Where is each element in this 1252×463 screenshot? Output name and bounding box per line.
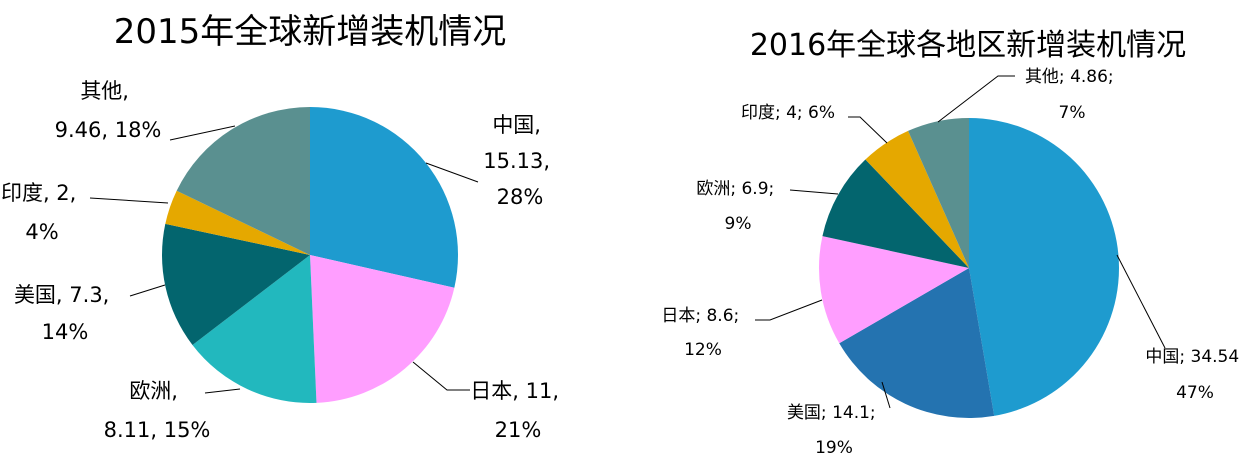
pie-slices [818, 118, 1120, 419]
slice-label-line: 美国, 7.3, [14, 283, 109, 307]
slice-label: 中国; 34.54 47% [1145, 347, 1244, 403]
leader-line [755, 299, 823, 321]
leader-line [1116, 254, 1166, 349]
slice-labels: 中国, 15.13, 28% 日本, 11, 21% 欧洲, 8.11, 15%… [1, 79, 565, 442]
pie-slice [969, 118, 1120, 416]
slice-label-line: 欧洲, [129, 379, 178, 403]
slice-label-line: 印度; 4; 6% [741, 103, 835, 123]
pie-chart-2016: 2016年全球各地区新增装机情况 中国; 34.54 47% 美国; 14.1;… [661, 28, 1244, 458]
pie-slice [310, 107, 458, 288]
pie-slice [165, 190, 310, 255]
slice-label-line: 19% [815, 438, 853, 458]
pie-slice [310, 255, 455, 403]
slice-label-line: 中国, [492, 113, 541, 137]
slice-label-line: 日本, 11, [470, 379, 559, 403]
pie-slice [839, 268, 995, 419]
leader-line [789, 189, 839, 195]
pie-slice [176, 107, 310, 255]
slice-label-line: 欧洲; 6.9; [696, 179, 774, 199]
slice-label-line: 中国; 34.54 [1145, 347, 1239, 367]
leader-line [204, 388, 241, 394]
slice-label: 日本, 11, 21% [470, 379, 565, 442]
pie-slice [865, 130, 969, 268]
slice-label-line: 其他, [80, 79, 129, 103]
leader-line [881, 381, 891, 409]
pie-slice [818, 236, 969, 344]
pie-slice [822, 159, 969, 268]
pie-slice [162, 223, 310, 345]
slice-label: 印度, 2, 4% [1, 181, 83, 244]
leader-line [129, 284, 166, 297]
leader-line [169, 125, 236, 141]
slice-label-line: 21% [495, 418, 542, 442]
leader-lines [89, 125, 479, 394]
slice-label: 印度; 4; 6% [741, 103, 835, 123]
slice-label-line: 8.11, 15% [104, 418, 211, 442]
slice-label-line: 9% [725, 214, 752, 234]
pie-chart-2015: 2015年全球新增装机情况 中国, 15.13, 28% 日本, 11, 21%… [1, 12, 565, 442]
slice-label-line: 日本; 8.6; [661, 306, 739, 326]
slice-label-line: 7% [1059, 103, 1086, 123]
chart-title: 2016年全球各地区新增装机情况 [750, 28, 1186, 63]
slice-label-line: 4% [25, 220, 58, 244]
slice-label: 其他; 4.86; 7% [1025, 67, 1119, 123]
slice-labels: 中国; 34.54 47% 美国; 14.1; 19% 日本; 8.6; 12%… [661, 67, 1244, 458]
leader-lines [755, 75, 1166, 409]
slice-label-line: 28% [497, 185, 544, 209]
slice-label-line: 14% [42, 320, 89, 344]
leader-line [937, 75, 1015, 123]
slice-label-line: 其他; 4.86; [1025, 67, 1114, 87]
slice-label: 欧洲, 8.11, 15% [104, 379, 211, 442]
slice-label: 中国, 15.13, 28% [483, 113, 556, 209]
slice-label-line: 印度, 2, [1, 181, 76, 205]
slice-label-line: 12% [684, 340, 722, 360]
slice-label-line: 15.13, [483, 149, 550, 173]
slice-label-line: 47% [1176, 383, 1214, 403]
pie-slices [162, 107, 458, 404]
chart-title: 2015年全球新增装机情况 [114, 12, 507, 52]
slice-label: 欧洲; 6.9; 9% [696, 179, 779, 234]
leader-line [412, 361, 470, 391]
leader-line [848, 116, 888, 144]
slice-label: 美国; 14.1; 19% [787, 403, 881, 458]
pie-slice [908, 118, 969, 268]
slice-label: 其他, 9.46, 18% [55, 79, 162, 142]
slice-label-line: 9.46, 18% [55, 118, 162, 142]
slice-label-line: 美国; 14.1; [787, 403, 876, 423]
leader-line [425, 162, 479, 183]
leader-line [89, 197, 169, 204]
pie-slice [192, 255, 317, 404]
slice-label: 美国, 7.3, 14% [14, 283, 116, 344]
slice-label: 日本; 8.6; 12% [661, 306, 744, 360]
